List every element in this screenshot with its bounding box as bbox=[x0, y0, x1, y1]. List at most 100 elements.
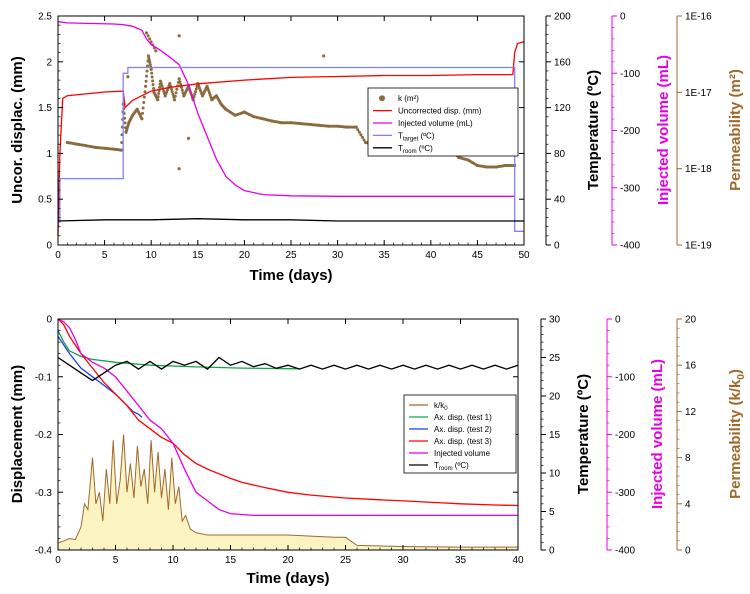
k-data-point bbox=[148, 63, 152, 67]
y-tick-label: 160 bbox=[554, 57, 571, 68]
y-tick-label: -100 bbox=[615, 372, 635, 383]
y-tick-label: 2.5 bbox=[38, 12, 52, 23]
k-ratio-area bbox=[58, 434, 518, 550]
x-tick-label: 50 bbox=[518, 250, 530, 261]
k-data-point bbox=[145, 64, 149, 68]
k-data-point bbox=[120, 140, 124, 144]
k-data-point bbox=[180, 88, 184, 92]
k-data-point bbox=[322, 54, 326, 58]
k-data-point bbox=[356, 128, 360, 132]
k-data-point bbox=[149, 40, 153, 44]
k-data-point bbox=[144, 84, 148, 88]
top-x-axis-title: Time (days) bbox=[249, 267, 332, 284]
k-data-point bbox=[144, 79, 148, 83]
x-tick-label: 15 bbox=[192, 250, 204, 261]
series-ax-disp-test-1 bbox=[57, 330, 300, 370]
y-tick-label: 0 bbox=[615, 315, 621, 326]
series-uncorrected-disp-mm bbox=[57, 40, 525, 236]
x-tick-label: 35 bbox=[455, 555, 467, 566]
k-data-point bbox=[148, 61, 152, 65]
y-tick-label: -100 bbox=[620, 69, 640, 80]
y-tick-label: -0.3 bbox=[35, 488, 53, 499]
k-data-point bbox=[354, 125, 358, 129]
top-permeability-axis: 1E-16 1E-17 1E-18 1E-19 bbox=[676, 12, 712, 252]
legend-label: Uncorrected disp. (mm) bbox=[398, 107, 482, 116]
y-tick-label: 1.5 bbox=[38, 103, 52, 114]
k-data-point bbox=[142, 95, 146, 99]
y-tick-label: 0 bbox=[620, 12, 626, 23]
k-data-point bbox=[158, 85, 162, 89]
top-left-axis-title: Uncor. displac. (mm) bbox=[9, 56, 26, 204]
series-t-room-c bbox=[57, 218, 524, 222]
y-tick-label: -0.1 bbox=[35, 372, 53, 383]
legend-label: Ax. disp. (test 1) bbox=[434, 413, 492, 422]
x-tick-label: 25 bbox=[340, 555, 352, 566]
k-data-point bbox=[151, 79, 155, 83]
y-tick-label: 120 bbox=[554, 103, 571, 114]
x-tick-label: 20 bbox=[282, 555, 294, 566]
x-tick-label: 10 bbox=[146, 250, 158, 261]
y-tick-label: 20 bbox=[685, 315, 697, 326]
k-data-point bbox=[177, 167, 181, 171]
y-tick-label: 1E-16 bbox=[685, 12, 712, 23]
x-tick-label: 0 bbox=[55, 250, 61, 261]
k-data-point bbox=[144, 31, 149, 35]
y-tick-label: 2 bbox=[46, 57, 52, 68]
y-tick-label: 10 bbox=[549, 469, 561, 480]
k-data-point bbox=[141, 111, 145, 115]
k-data-point bbox=[119, 148, 123, 152]
legend-label: Troom (ºC) bbox=[434, 461, 469, 472]
y-tick-label: -300 bbox=[620, 183, 640, 194]
x-tick-label: 5 bbox=[113, 555, 119, 566]
y-tick-label: 16 bbox=[685, 361, 697, 372]
k-data-point bbox=[177, 34, 181, 38]
k-data-point bbox=[173, 94, 177, 98]
y-tick-label: 0.5 bbox=[38, 195, 52, 206]
legend-box bbox=[367, 87, 519, 157]
k-data-point bbox=[169, 87, 173, 91]
k-data-point bbox=[147, 56, 151, 60]
y-tick-label: 0 bbox=[549, 546, 555, 557]
k-data-point bbox=[194, 87, 198, 91]
k-data-point bbox=[175, 87, 179, 91]
k-data-point bbox=[140, 117, 144, 121]
k-data-point bbox=[357, 130, 361, 134]
x-tick-label: 15 bbox=[225, 555, 237, 566]
bottom-volume-axis: 0 -100 -200 -300 -400 bbox=[606, 315, 635, 557]
legend-label: k (m²) bbox=[398, 94, 419, 103]
k-data-point bbox=[174, 91, 178, 95]
y-tick-label: 200 bbox=[554, 12, 571, 23]
k-data-point bbox=[186, 136, 191, 140]
top-legend: k (m²) Uncorrected disp. (mm) Injected vol… bbox=[367, 87, 519, 157]
x-tick-label: 5 bbox=[102, 250, 108, 261]
k-data-point bbox=[141, 106, 145, 110]
k-data-point bbox=[172, 98, 177, 102]
y-tick-label: 1E-18 bbox=[685, 164, 712, 175]
k-data-point bbox=[159, 82, 163, 86]
y-tick-label: 4 bbox=[685, 499, 691, 510]
y-tick-label: 8 bbox=[685, 453, 691, 464]
bottom-permeability-axis: 0 4 8 12 16 20 bbox=[676, 315, 697, 557]
bottom-volume-axis-title: Injected volume (mL) bbox=[649, 359, 666, 509]
k-data-point bbox=[154, 49, 158, 53]
y-tick-label: 0 bbox=[46, 241, 52, 252]
k-data-point bbox=[193, 90, 197, 94]
k-data-point bbox=[145, 74, 149, 78]
k-data-point bbox=[147, 58, 151, 62]
legend-box bbox=[403, 394, 517, 474]
k-data-point bbox=[156, 98, 160, 102]
legend-label: Ax. disp. (test 3) bbox=[434, 437, 492, 446]
y-tick-label: 0 bbox=[554, 241, 560, 252]
k-ratio-line bbox=[57, 434, 518, 548]
k-data-point bbox=[123, 121, 127, 125]
y-tick-label: -200 bbox=[615, 430, 635, 441]
bottom-x-axis-title: Time (days) bbox=[246, 570, 329, 587]
x-tick-label: 45 bbox=[472, 250, 484, 261]
x-tick-label: 30 bbox=[332, 250, 344, 261]
y-tick-label: 25 bbox=[549, 353, 561, 364]
series-ax-disp-test-3 bbox=[57, 318, 519, 507]
k-data-point bbox=[146, 34, 150, 38]
y-tick-label: 0 bbox=[685, 546, 691, 557]
k-data-point bbox=[126, 75, 130, 79]
y-tick-label: -300 bbox=[615, 488, 635, 499]
